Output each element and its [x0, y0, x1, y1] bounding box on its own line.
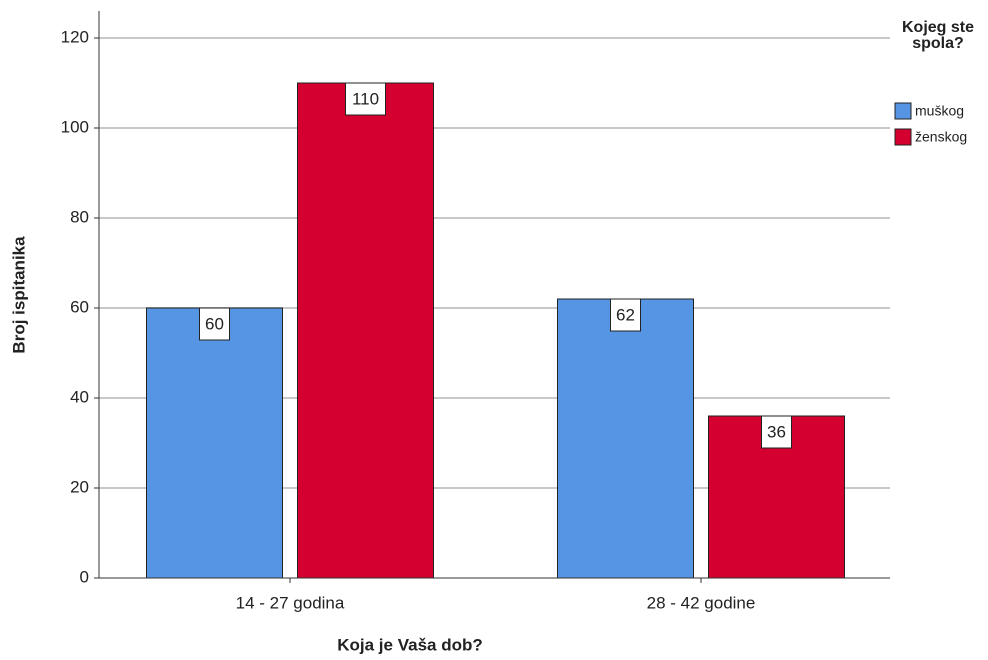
- legend-swatch: [894, 102, 912, 120]
- y-tick-label: 0: [80, 567, 89, 586]
- value-label-box: [610, 298, 641, 332]
- legend-swatch: [894, 128, 912, 146]
- legend-title: Kojeg ste spola?: [901, 19, 974, 52]
- y-axis-label: Broj ispitanika: [9, 236, 28, 354]
- bar: [557, 298, 694, 579]
- value-label-box: [345, 82, 386, 116]
- bar: [297, 82, 434, 579]
- y-tick-label: 20: [70, 477, 89, 496]
- y-tick-label: 100: [61, 117, 89, 136]
- legend-label: muškog: [915, 103, 964, 119]
- y-tick-label: 60: [70, 297, 89, 316]
- y-tick-label: 80: [70, 207, 89, 226]
- value-label: 62: [616, 305, 635, 324]
- x-tick-label: 14 - 27 godina: [236, 593, 345, 612]
- x-tick-label: 28 - 42 godine: [647, 593, 756, 612]
- value-label: 36: [767, 422, 786, 441]
- value-label: 60: [205, 314, 224, 333]
- y-tick-label: 40: [70, 387, 89, 406]
- bar: [146, 307, 283, 579]
- value-label-box: [199, 307, 230, 341]
- value-label-box: [761, 415, 792, 449]
- y-tick-label: 120: [61, 27, 89, 46]
- value-label: 110: [352, 89, 379, 108]
- x-axis-label: Koja je Vaša dob?: [337, 635, 483, 654]
- legend-label: ženskog: [915, 129, 967, 145]
